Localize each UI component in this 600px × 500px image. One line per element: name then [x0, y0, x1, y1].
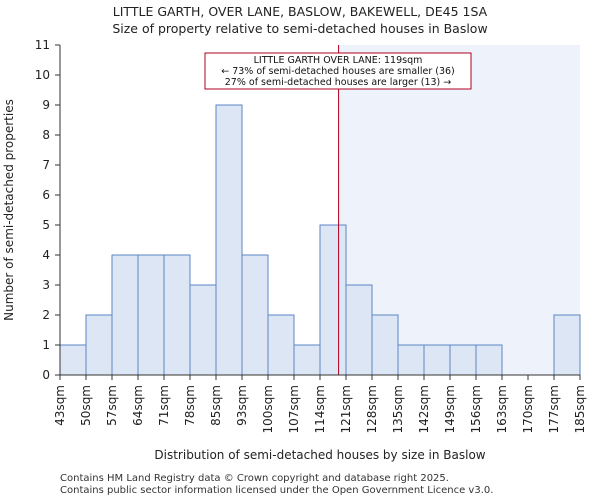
x-tick-label: 107sqm — [287, 385, 301, 433]
histogram-bar — [85, 314, 113, 376]
y-tick-label: 0 — [42, 368, 50, 382]
annotation-line: ← 73% of semi-detached houses are smalle… — [221, 66, 455, 77]
annotation-line: 27% of semi-detached houses are larger (… — [225, 77, 452, 88]
x-tick-label: 170sqm — [521, 385, 535, 433]
y-tick-label: 11 — [35, 38, 50, 52]
x-tick-label: 128sqm — [365, 385, 379, 433]
histogram-bar — [371, 314, 399, 376]
histogram-bar — [163, 254, 191, 376]
histogram-bar — [137, 254, 165, 376]
x-tick-label: 149sqm — [443, 385, 457, 433]
histogram-bar — [475, 344, 503, 376]
y-tick-label: 7 — [42, 158, 50, 172]
histogram-bar — [449, 344, 477, 376]
y-tick-label: 2 — [42, 308, 50, 322]
histogram-bar — [189, 284, 217, 376]
y-tick-label: 9 — [42, 98, 50, 112]
histogram-bar — [397, 344, 425, 376]
y-tick-label: 4 — [42, 248, 50, 262]
footer-copyright: Contains HM Land Registry data © Crown c… — [60, 473, 449, 484]
y-tick-label: 1 — [42, 338, 50, 352]
y-tick-label: 8 — [42, 128, 50, 142]
x-tick-label: 50sqm — [79, 385, 93, 426]
x-tick-label: 93sqm — [235, 385, 249, 426]
x-tick-label: 163sqm — [495, 385, 509, 433]
histogram-bar — [267, 314, 295, 376]
histogram-bar — [319, 224, 347, 376]
x-tick-label: 64sqm — [131, 385, 145, 426]
x-tick-label: 57sqm — [105, 385, 119, 426]
x-tick-label: 114sqm — [313, 385, 327, 433]
x-tick-label: 156sqm — [469, 385, 483, 433]
x-axis-label: Distribution of semi-detached houses by … — [154, 448, 485, 462]
chart-subtitle: Size of property relative to semi-detach… — [112, 21, 488, 36]
x-tick-label: 43sqm — [53, 385, 67, 426]
x-tick-label: 121sqm — [339, 385, 353, 433]
footer-licence: Contains public sector information licen… — [60, 485, 494, 496]
x-tick-label: 100sqm — [261, 385, 275, 433]
annotation-line: LITTLE GARTH OVER LANE: 119sqm — [254, 55, 423, 66]
histogram-bar — [553, 314, 581, 376]
x-tick-label: 177sqm — [547, 385, 561, 433]
histogram-bar — [241, 254, 269, 376]
histogram-bar — [111, 254, 139, 376]
y-tick-label: 10 — [35, 68, 50, 82]
chart-title: LITTLE GARTH, OVER LANE, BASLOW, BAKEWEL… — [112, 4, 488, 19]
annotation-box — [204, 52, 472, 90]
x-tick-label: 185sqm — [573, 385, 587, 433]
y-axis-label: Number of semi-detached properties — [2, 99, 16, 321]
x-tick-label: 135sqm — [391, 385, 405, 433]
x-tick-label: 85sqm — [209, 385, 223, 426]
histogram-bar — [293, 344, 321, 376]
y-tick-label: 3 — [42, 278, 50, 292]
x-tick-label: 142sqm — [417, 385, 431, 433]
histogram-bar — [345, 284, 373, 376]
histogram-bar — [59, 344, 87, 376]
x-tick-label: 71sqm — [157, 385, 171, 426]
y-tick-label: 5 — [42, 218, 50, 232]
y-tick-label: 6 — [42, 188, 50, 202]
histogram-bar — [423, 344, 451, 376]
x-tick-label: 78sqm — [183, 385, 197, 426]
histogram-bar — [215, 104, 243, 376]
